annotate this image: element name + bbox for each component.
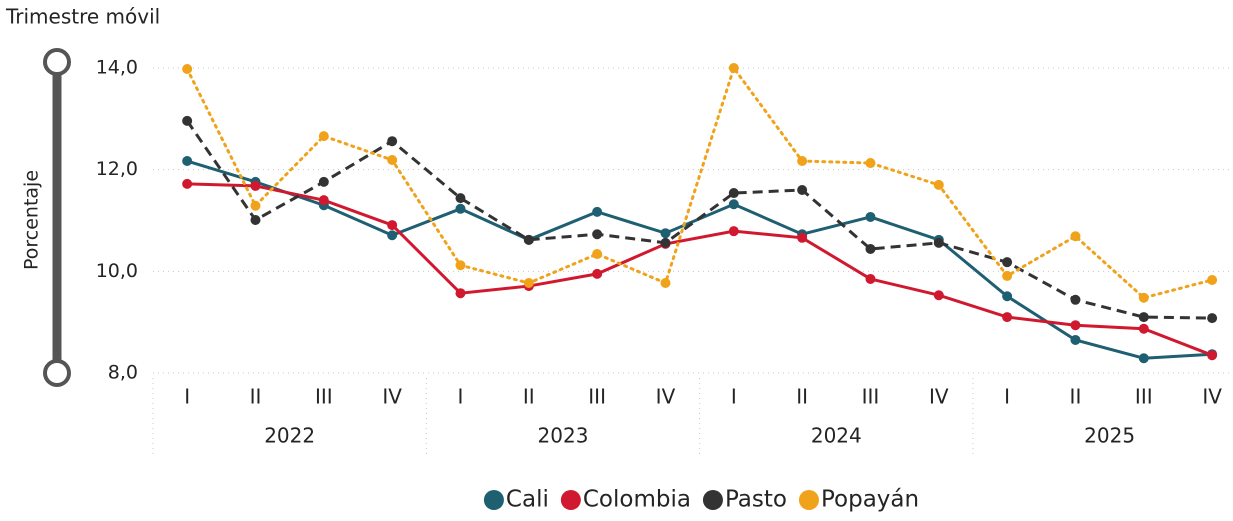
data-point: [182, 178, 193, 189]
slicer-label: Trimestre móvil: [5, 5, 160, 29]
data-point: [797, 156, 808, 167]
data-point: [250, 200, 261, 211]
data-point: [250, 214, 261, 225]
data-point: [455, 193, 466, 204]
legend-label: Cali: [506, 487, 549, 513]
data-point: [1207, 274, 1218, 285]
y-tick-label: 10,0: [96, 260, 138, 282]
x-tick-label: IV: [656, 385, 676, 409]
data-point: [1002, 312, 1013, 323]
data-point: [182, 115, 193, 126]
data-point: [182, 64, 193, 75]
data-point: [660, 228, 671, 239]
y-tick-label: 8,0: [108, 362, 138, 384]
data-point: [728, 226, 739, 237]
legend-marker: [483, 490, 504, 510]
data-point: [1070, 320, 1081, 331]
x-tick-label: III: [588, 385, 606, 409]
data-point: [933, 290, 944, 301]
x-tick-label: III: [862, 385, 880, 409]
data-point: [1138, 353, 1149, 364]
legend-label: Popayán: [821, 487, 919, 513]
legend-label: Colombia: [583, 487, 691, 513]
data-point: [865, 211, 876, 222]
data-point: [1207, 313, 1218, 324]
data-point: [1070, 294, 1081, 305]
data-point: [1070, 334, 1081, 345]
legend: Cali Colombia Pasto Popayán: [483, 487, 919, 513]
data-point: [865, 158, 876, 169]
data-point: [797, 232, 808, 243]
x-tick-label: IV: [382, 385, 402, 409]
x-tick-label: IV: [929, 385, 949, 409]
data-point: [1002, 270, 1013, 281]
data-point: [387, 230, 398, 241]
data-point: [318, 131, 329, 142]
data-point: [1138, 312, 1149, 323]
data-point: [455, 288, 466, 299]
x-tick-label: III: [1135, 385, 1153, 409]
data-point: [865, 273, 876, 284]
series-line: [186, 159, 1213, 360]
data-point: [592, 206, 603, 217]
series-line: [187, 182, 1213, 357]
data-point: [387, 155, 398, 166]
data-point: [728, 188, 739, 199]
data-point: [387, 136, 398, 147]
legend-marker: [798, 490, 819, 510]
data-point: [660, 278, 671, 289]
data-point: [797, 185, 808, 195]
x-group-label: 2022: [264, 424, 315, 448]
x-tick-label: IV: [1202, 385, 1222, 409]
data-point: [592, 249, 603, 260]
x-tick-label: I: [458, 385, 464, 409]
data-point: [250, 180, 261, 191]
x-group-label: 2025: [1084, 424, 1135, 448]
x-tick-label: II: [523, 385, 535, 409]
data-point: [592, 268, 603, 279]
data-point: [523, 278, 534, 289]
data-point: [1207, 350, 1218, 361]
x-group-label: 2024: [811, 424, 862, 448]
x-tick-label: II: [1070, 385, 1082, 409]
data-point: [933, 237, 944, 248]
data-point: [592, 229, 603, 240]
data-point: [865, 243, 876, 254]
y-axis-title: Porcentaje: [21, 170, 43, 270]
legend-label: Pasto: [725, 487, 787, 513]
data-point: [728, 199, 739, 210]
data-point: [933, 179, 944, 190]
data-point: [455, 203, 466, 214]
slider-handle[interactable]: [43, 48, 71, 76]
data-point: [455, 260, 466, 271]
slider-handle[interactable]: [43, 359, 71, 387]
x-tick-label: II: [796, 385, 808, 409]
x-tick-label: II: [250, 385, 262, 409]
data-point: [318, 195, 329, 206]
y-tick-label: 14,0: [96, 57, 138, 79]
data-point: [1138, 323, 1149, 334]
data-point: [318, 176, 329, 187]
data-point: [1070, 231, 1081, 242]
data-point: [387, 220, 398, 231]
legend-marker: [702, 490, 723, 510]
y-tick-label: 12,0: [96, 158, 138, 180]
legend-marker: [560, 490, 581, 510]
x-tick-label: I: [1004, 385, 1010, 409]
range-slider[interactable]: [43, 48, 71, 387]
series-line: [185, 64, 1214, 300]
x-tick-label: I: [731, 385, 737, 409]
data-point: [660, 237, 671, 248]
data-point: [182, 156, 193, 167]
x-tick-label: III: [315, 385, 333, 409]
x-tick-label: I: [184, 385, 190, 409]
x-group-label: 2023: [538, 424, 589, 448]
data-point: [1138, 292, 1149, 303]
data-point: [1002, 257, 1013, 268]
data-point: [728, 63, 739, 73]
series-line: [185, 120, 1213, 320]
data-point: [1002, 291, 1013, 302]
data-point: [523, 234, 534, 245]
